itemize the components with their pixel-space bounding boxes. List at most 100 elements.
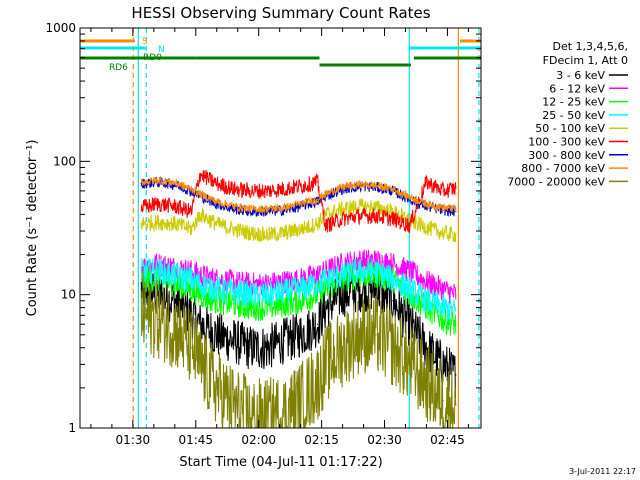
data-point xyxy=(157,203,159,205)
data-point xyxy=(283,188,285,190)
data-point xyxy=(455,234,457,236)
x-axis-label: Start Time (04-Jul-11 01:17:22) xyxy=(179,455,382,470)
data-point xyxy=(283,291,285,293)
data-point xyxy=(232,205,235,207)
data-point xyxy=(283,412,285,414)
data-point xyxy=(375,334,377,336)
data-point xyxy=(140,270,142,272)
chart-title: HESSI Observing Summary Count Rates xyxy=(131,4,430,22)
data-point xyxy=(300,228,302,230)
x-tick-label: 02:00 xyxy=(241,433,276,447)
data-point xyxy=(157,179,159,181)
data-point xyxy=(455,208,457,210)
data-point xyxy=(316,181,319,183)
data-point xyxy=(392,347,394,349)
data-point xyxy=(316,223,319,225)
data-point xyxy=(375,288,377,290)
data-point xyxy=(325,224,327,227)
data-point xyxy=(316,323,319,325)
data-point xyxy=(174,182,176,184)
data-point xyxy=(216,300,218,302)
data-point xyxy=(358,183,360,186)
data-point xyxy=(442,232,444,234)
data-point xyxy=(409,224,411,227)
data-point xyxy=(283,303,285,305)
data-point xyxy=(199,213,201,215)
footer-date: 3-Jul-2011 22:17 xyxy=(569,467,636,476)
data-point xyxy=(375,270,377,272)
data-point xyxy=(325,213,327,215)
series-line-6-12-kev xyxy=(140,249,457,304)
data-point xyxy=(442,363,444,365)
data-point xyxy=(392,278,394,281)
data-point xyxy=(325,306,327,309)
data-point xyxy=(216,223,218,225)
data-point xyxy=(425,203,428,205)
data-point xyxy=(316,198,319,200)
data-point xyxy=(266,306,268,309)
x-tick-label: 02:15 xyxy=(304,433,339,447)
data-point xyxy=(409,294,411,296)
data-point xyxy=(140,183,142,185)
data-point xyxy=(216,183,218,185)
x-tick-label: 02:30 xyxy=(367,433,402,447)
data-point xyxy=(455,374,457,376)
data-point xyxy=(199,283,201,285)
y-tick-label: 1000 xyxy=(45,21,76,35)
data-point xyxy=(442,319,444,321)
data-point xyxy=(232,188,235,190)
data-point xyxy=(249,416,251,419)
data-point xyxy=(341,208,344,210)
data-point xyxy=(392,218,394,220)
data-point xyxy=(249,190,251,192)
data-point xyxy=(325,193,327,195)
legend-label-100-300-kev: 100 - 300 keV xyxy=(528,136,605,149)
data-point xyxy=(341,274,344,276)
data-point xyxy=(392,263,394,265)
data-point xyxy=(341,347,344,349)
legend-label-50-100-kev: 50 - 100 keV xyxy=(535,122,605,135)
data-point xyxy=(325,363,327,365)
data-point xyxy=(316,274,319,276)
data-point xyxy=(216,387,218,389)
data-point xyxy=(157,263,159,265)
data-point xyxy=(140,223,142,225)
data-point xyxy=(283,340,285,342)
data-point xyxy=(425,226,428,228)
data-point xyxy=(409,196,411,198)
data-point xyxy=(442,400,444,402)
data-point xyxy=(283,232,285,234)
data-point xyxy=(300,203,302,205)
data-point xyxy=(266,208,268,210)
data-point xyxy=(316,283,319,285)
data-point xyxy=(199,323,201,325)
data-point xyxy=(341,186,344,188)
data-point xyxy=(232,291,235,293)
series-25-50-kev xyxy=(140,257,457,322)
data-point xyxy=(266,283,268,285)
series-7000-20000-kev xyxy=(140,276,457,429)
data-point xyxy=(199,193,201,195)
data-point xyxy=(341,294,344,296)
data-point xyxy=(442,206,444,209)
data-point xyxy=(375,260,377,262)
data-point xyxy=(283,206,285,209)
data-point xyxy=(199,173,201,175)
legend-header-line-1: Det 1,3,4,5,6, xyxy=(552,40,628,53)
series-100-300-kev xyxy=(140,169,457,234)
data-point xyxy=(249,208,251,210)
data-point xyxy=(425,181,428,183)
series-line-800-7000-kev xyxy=(140,176,456,214)
data-point xyxy=(300,288,302,290)
data-point xyxy=(358,270,360,272)
x-tick-label: 01:30 xyxy=(116,433,151,447)
data-point xyxy=(232,303,235,305)
series-line-100-300-kev xyxy=(140,169,457,234)
data-point xyxy=(157,270,159,272)
data-point xyxy=(325,288,327,290)
series-3-6-kev xyxy=(140,266,457,399)
flag-label-rd6: RD6 xyxy=(109,63,128,73)
legend-label-3-6-kev: 3 - 6 keV xyxy=(556,69,605,82)
data-point xyxy=(341,278,344,281)
legend-label-12-25-kev: 12 - 25 keV xyxy=(542,96,605,109)
